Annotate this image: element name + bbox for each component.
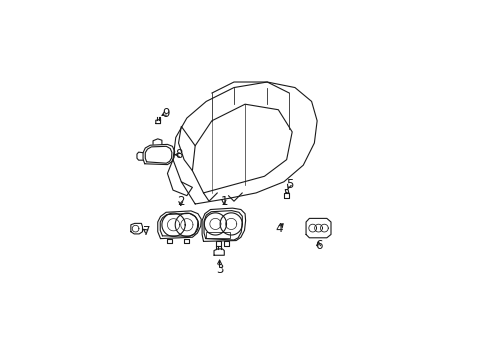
Text: 2: 2: [177, 195, 184, 208]
Text: 6: 6: [314, 239, 322, 252]
Bar: [206, 232, 229, 238]
Text: 4: 4: [275, 222, 283, 235]
Text: 9: 9: [162, 107, 169, 120]
Text: 8: 8: [175, 148, 182, 161]
Text: 5: 5: [285, 178, 292, 191]
Text: 7: 7: [143, 225, 150, 238]
Text: 1: 1: [220, 195, 227, 208]
Text: 3: 3: [215, 264, 223, 276]
